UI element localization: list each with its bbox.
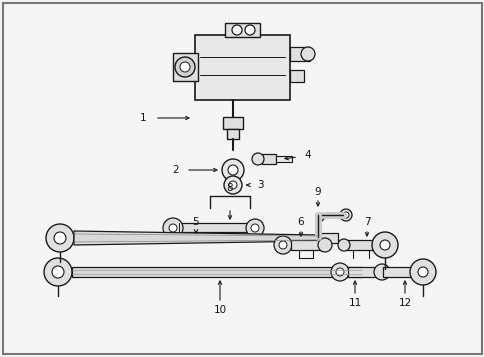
Text: 6: 6 <box>297 217 303 227</box>
Circle shape <box>224 176 242 194</box>
Text: 5: 5 <box>192 217 199 227</box>
Circle shape <box>180 62 190 72</box>
Circle shape <box>409 259 435 285</box>
Text: 4: 4 <box>304 150 311 160</box>
Bar <box>179 223 251 232</box>
Circle shape <box>339 209 351 221</box>
Text: 1: 1 <box>139 113 146 123</box>
Circle shape <box>273 236 291 254</box>
Text: 2: 2 <box>172 165 179 175</box>
Circle shape <box>228 181 237 189</box>
Bar <box>289 70 303 82</box>
Text: 3: 3 <box>256 180 263 190</box>
Circle shape <box>231 25 242 35</box>
Text: 9: 9 <box>314 187 320 197</box>
Bar <box>344 240 376 250</box>
Circle shape <box>227 165 238 175</box>
Text: 12: 12 <box>397 298 411 308</box>
Bar <box>275 156 291 162</box>
Bar <box>261 154 275 164</box>
Circle shape <box>52 266 64 278</box>
Circle shape <box>417 267 427 277</box>
Circle shape <box>371 232 397 258</box>
Text: 10: 10 <box>213 305 226 315</box>
Circle shape <box>44 258 72 286</box>
Bar <box>223 117 242 129</box>
Circle shape <box>301 47 314 61</box>
Circle shape <box>330 263 348 281</box>
Text: 7: 7 <box>363 217 370 227</box>
Circle shape <box>335 268 343 276</box>
Bar <box>382 267 414 277</box>
Circle shape <box>222 159 243 181</box>
Circle shape <box>54 232 66 244</box>
Bar <box>348 267 377 277</box>
Bar <box>319 233 337 243</box>
Circle shape <box>278 241 287 249</box>
Circle shape <box>46 224 74 252</box>
Circle shape <box>163 218 182 238</box>
Bar <box>72 267 361 277</box>
Bar <box>173 53 197 81</box>
Circle shape <box>244 25 255 35</box>
Circle shape <box>251 224 258 232</box>
Circle shape <box>168 224 177 232</box>
Circle shape <box>318 238 332 252</box>
Bar <box>227 129 239 139</box>
Text: 11: 11 <box>348 298 361 308</box>
Circle shape <box>252 153 263 165</box>
Text: 8: 8 <box>226 183 233 193</box>
Polygon shape <box>74 231 319 245</box>
Circle shape <box>245 219 263 237</box>
Bar <box>289 47 309 61</box>
Circle shape <box>342 212 348 218</box>
Circle shape <box>373 264 389 280</box>
Circle shape <box>337 239 349 251</box>
Circle shape <box>379 240 389 250</box>
Circle shape <box>175 57 195 77</box>
Bar <box>290 240 320 250</box>
Bar <box>195 35 289 100</box>
Bar <box>225 23 259 37</box>
